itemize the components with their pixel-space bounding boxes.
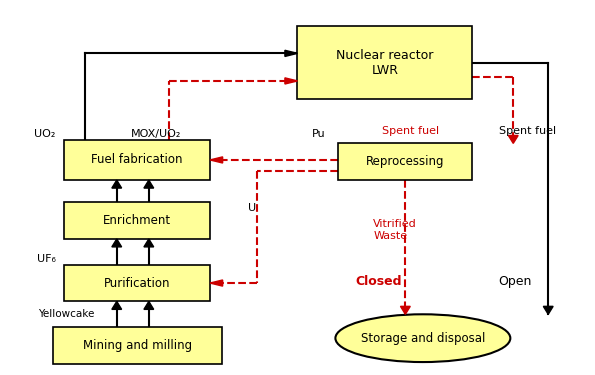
Text: Purification: Purification [104, 276, 170, 290]
Polygon shape [144, 180, 154, 188]
FancyBboxPatch shape [64, 265, 210, 302]
FancyBboxPatch shape [298, 26, 472, 99]
Polygon shape [112, 239, 121, 247]
Polygon shape [400, 306, 411, 314]
Text: Open: Open [499, 275, 532, 288]
Text: Pu: Pu [312, 129, 325, 139]
Text: MOX/UO₂: MOX/UO₂ [131, 129, 181, 139]
Polygon shape [144, 302, 154, 309]
Text: Spent fuel: Spent fuel [382, 126, 439, 135]
Text: Mining and milling: Mining and milling [83, 339, 192, 352]
Polygon shape [112, 180, 121, 188]
Text: Yellowcake: Yellowcake [38, 309, 95, 319]
Text: Nuclear reactor
LWR: Nuclear reactor LWR [336, 48, 434, 76]
Text: UO₂: UO₂ [34, 129, 55, 139]
FancyBboxPatch shape [64, 140, 210, 180]
Text: Fuel fabrication: Fuel fabrication [92, 153, 183, 166]
Polygon shape [112, 302, 121, 309]
Text: Storage and disposal: Storage and disposal [361, 332, 485, 345]
Ellipse shape [336, 314, 511, 362]
Text: Closed: Closed [356, 275, 402, 288]
Polygon shape [210, 157, 223, 163]
Text: Enrichment: Enrichment [103, 214, 171, 227]
Text: Vitrified
Waste: Vitrified Waste [373, 219, 417, 241]
Polygon shape [543, 306, 553, 314]
FancyBboxPatch shape [52, 327, 222, 364]
Text: Reprocessing: Reprocessing [366, 155, 444, 168]
FancyBboxPatch shape [64, 202, 210, 239]
Text: UF₆: UF₆ [37, 254, 55, 264]
Polygon shape [508, 135, 518, 143]
FancyBboxPatch shape [339, 143, 472, 180]
Polygon shape [285, 78, 298, 84]
Polygon shape [144, 239, 154, 247]
Polygon shape [285, 50, 298, 57]
Polygon shape [210, 280, 223, 286]
Text: U: U [248, 203, 256, 213]
Text: Spent fuel: Spent fuel [499, 126, 556, 135]
